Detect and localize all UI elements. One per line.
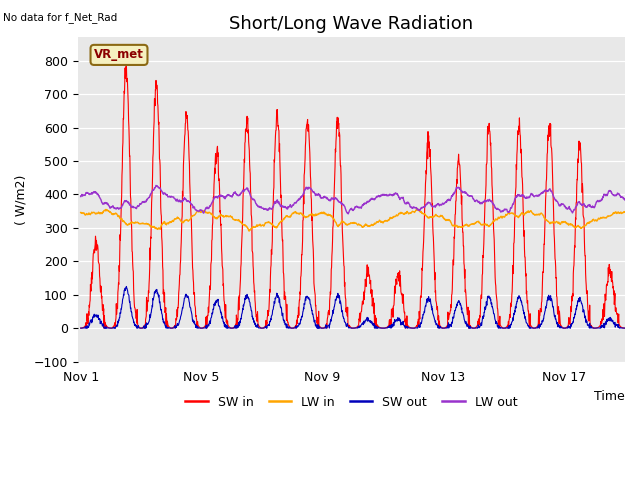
LW in (310, 213, 318, 218)
SW in (122, 61, 130, 67)
Line: SW in: SW in (81, 64, 625, 328)
SW out (547, 296, 554, 302)
SW in (310, 287, 318, 293)
X-axis label: Time: Time (595, 390, 625, 403)
SW out (319, 325, 327, 331)
SW out (122, 284, 130, 289)
LW out (152, 182, 160, 188)
SW in (547, 132, 554, 138)
LW in (621, 209, 629, 215)
Text: VR_met: VR_met (94, 48, 144, 61)
Line: LW out: LW out (81, 185, 625, 214)
LW out (109, 203, 116, 209)
Y-axis label: ( W/m2): ( W/m2) (15, 174, 28, 225)
Line: LW in: LW in (81, 209, 625, 231)
SW in (319, 325, 327, 331)
LW in (109, 211, 116, 216)
SW out (77, 325, 84, 331)
LW in (428, 215, 435, 220)
SW out (427, 301, 435, 307)
LW out (547, 187, 554, 193)
LW in (547, 220, 554, 226)
LW in (367, 223, 374, 228)
SW out (367, 318, 374, 324)
SW in (77, 325, 84, 331)
SW out (621, 325, 629, 331)
LW out (77, 194, 84, 200)
LW in (246, 228, 253, 234)
LW out (344, 211, 352, 216)
LW in (77, 210, 84, 216)
LW out (367, 197, 375, 203)
SW in (109, 324, 116, 330)
SW in (367, 277, 374, 283)
Title: Short/Long Wave Radiation: Short/Long Wave Radiation (229, 15, 474, 33)
LW in (414, 206, 422, 212)
Legend: SW in, LW in, SW out, LW out: SW in, LW in, SW out, LW out (180, 391, 522, 414)
LW out (428, 202, 435, 207)
SW out (310, 318, 318, 324)
Text: No data for f_Net_Rad: No data for f_Net_Rad (3, 12, 118, 23)
LW out (310, 190, 318, 196)
LW in (319, 210, 327, 216)
SW out (109, 325, 116, 331)
Line: SW out: SW out (81, 287, 625, 328)
SW in (621, 325, 629, 331)
SW in (427, 169, 435, 175)
LW out (319, 195, 327, 201)
LW out (621, 197, 629, 203)
